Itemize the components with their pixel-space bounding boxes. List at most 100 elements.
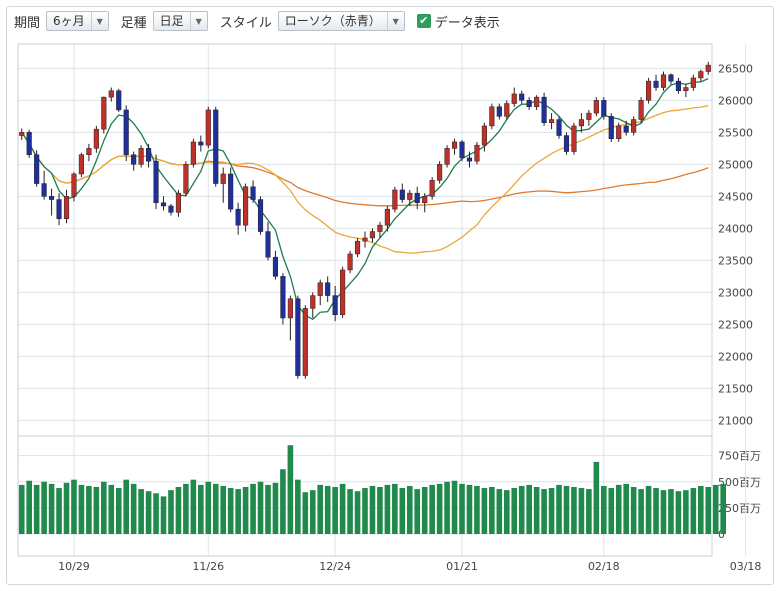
candle-down [414,192,420,204]
period-label: 期間 [14,15,41,31]
candle-down [123,109,129,155]
volume-tick-label: 250百万 [718,502,761,515]
style-select-value: ローソク（赤青） [284,14,381,28]
period-select[interactable]: 6ヶ月 ▼ [46,11,109,31]
volume-bar [489,487,495,534]
volume-bar [638,489,644,534]
candle-up [205,109,211,146]
candle-down [257,199,264,232]
candle-down [280,276,286,319]
candle-up [86,148,92,155]
volume-bar [332,487,338,534]
chevron-down-icon: ▼ [386,12,404,30]
volume-bar [451,480,458,534]
volume-bar [250,483,256,534]
volume-bar [436,483,443,534]
candle-up [474,144,480,162]
candle-down [198,141,204,146]
volume-bar [720,483,726,534]
volume-bar [630,487,637,534]
date-tick-label: 03/18 [730,560,762,573]
candle-up [534,96,540,107]
candle-up [660,74,667,88]
volume-bar [175,487,182,534]
volume-bar [586,489,592,534]
volume-bar [26,480,32,534]
volume-bar [138,489,144,534]
candle-down [49,196,55,200]
data-display-checkbox[interactable]: ✔ [416,14,431,28]
price-tick-label: 24500 [718,190,753,203]
candle-up [481,125,487,146]
candle-up [407,192,413,200]
volume-bar [145,491,152,534]
volume-bar [153,493,159,534]
volume-bar [653,488,659,534]
footstep-select-value: 日足 [159,14,184,28]
candle-up [631,119,637,133]
volume-bar [421,487,428,534]
volume-bar [287,445,294,534]
volume-bar [48,483,55,534]
volume-bar [160,496,167,534]
candle-down [250,186,256,200]
candle-up [183,164,189,194]
volume-bar [511,488,518,534]
price-tick-label: 25500 [718,126,753,139]
volume-bar [272,482,279,534]
candle-down [213,109,219,184]
volume-bar [496,489,503,534]
volume-bar [459,483,465,534]
volume-bar [123,479,130,534]
candle-up [422,196,428,204]
candle-up [511,93,517,104]
volume-bar [563,485,570,534]
volume-bar [18,484,25,534]
volume-bar [668,489,674,534]
volume-bar [339,483,346,534]
volume-bar [362,488,368,534]
volume-bar [578,488,585,534]
volume-bar [615,484,622,534]
volume-bar [205,481,212,534]
candle-up [78,154,84,175]
date-tick-label: 12/24 [319,560,351,573]
candle-up [287,298,293,319]
volume-bar [712,484,719,534]
candle-up [593,100,599,114]
volume-bar [623,483,629,534]
candle-down [295,298,301,376]
volume-bar [257,481,264,534]
candle-down [160,202,167,207]
period-select-value: 6ヶ月 [53,14,85,28]
candle-down [466,157,473,162]
candle-up [504,103,510,117]
candle-down [601,100,607,117]
volume-bar [78,484,85,534]
volume-bar [384,484,391,534]
style-select[interactable]: ローソク（赤青） ▼ [277,11,405,31]
footstep-select[interactable]: 日足 ▼ [152,11,208,31]
volume-bar [324,485,331,534]
candle-up [19,132,25,136]
candle-up [108,90,114,98]
candle-down [556,119,562,136]
candle-down [623,125,629,133]
candle-up [369,231,376,239]
volume-bar [600,485,607,534]
volume-bar [33,484,40,534]
plot-border [17,43,713,557]
ma-short-line [21,78,709,321]
volume-bar [548,488,555,534]
candle-down [131,154,137,165]
candle-down [56,199,62,220]
candle-up [175,192,182,213]
volume-tick-label: 750百万 [718,450,761,463]
chevron-down-icon: ▼ [189,12,207,30]
volume-bar [444,481,450,534]
candle-up [101,96,107,130]
volume-bar [198,484,204,534]
candle-down [526,100,532,107]
candle-down [608,116,614,139]
